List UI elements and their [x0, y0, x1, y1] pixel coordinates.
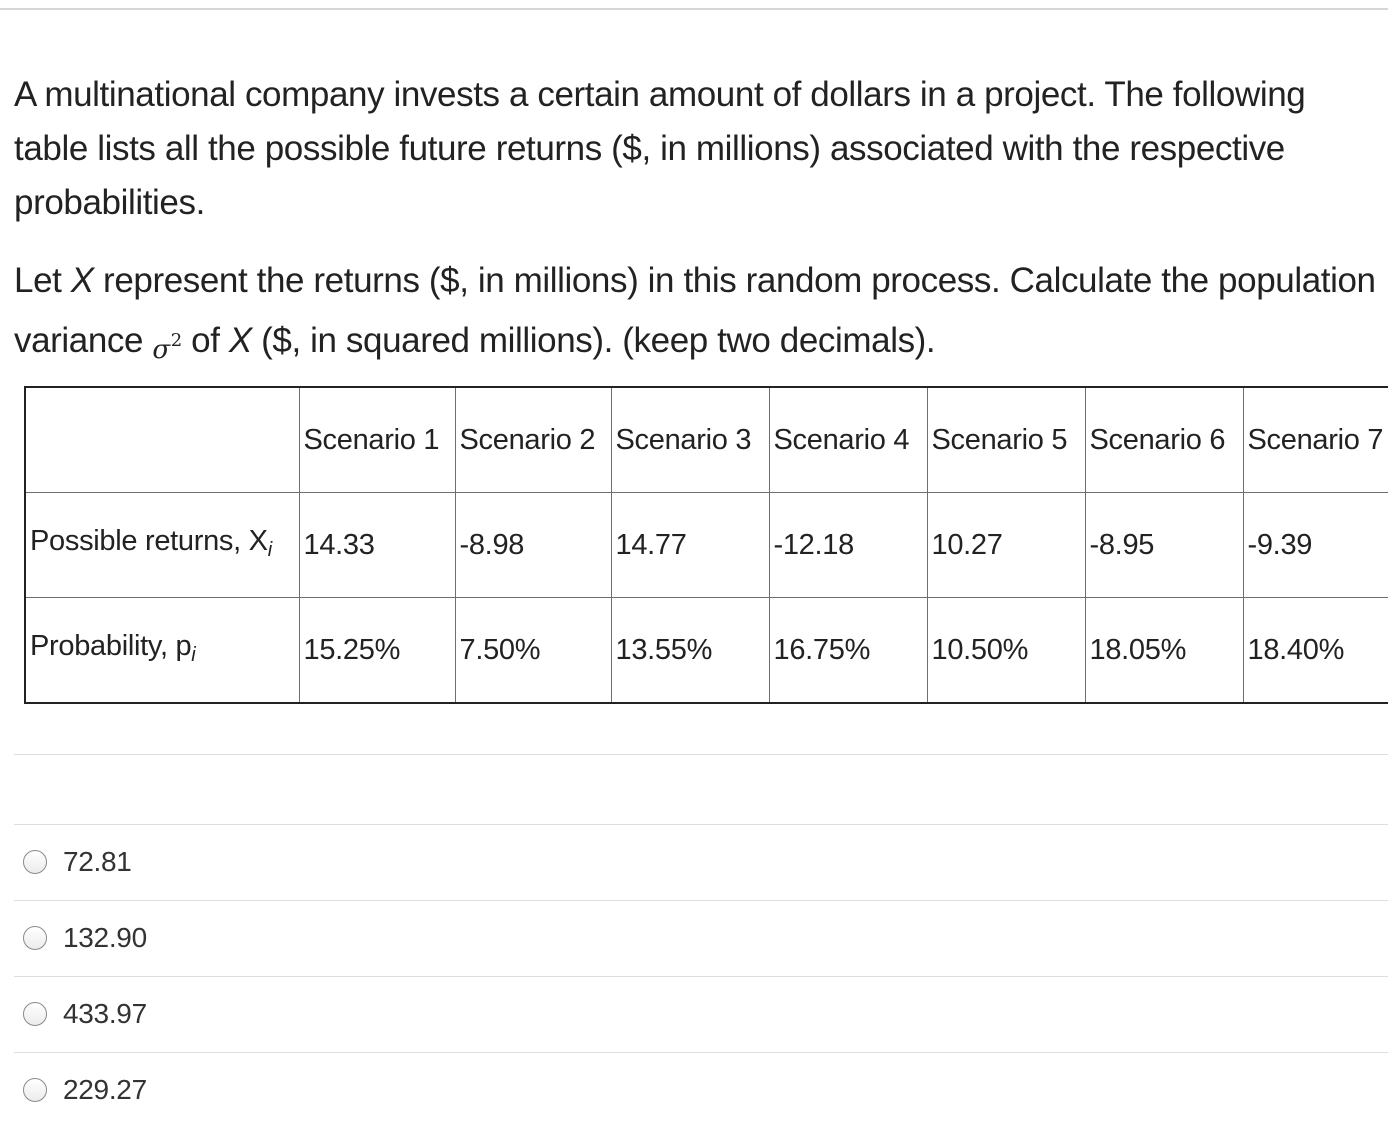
table-cell: 7.50% [454, 597, 612, 704]
table-cell: -9.39 [1242, 492, 1388, 598]
header-cell: Scenario 2 [454, 386, 612, 493]
header-cell: Scenario 1 [298, 386, 456, 493]
header-cell: Scenario 4 [768, 386, 928, 493]
answer-option-label: 72.81 [63, 846, 132, 877]
radio-button[interactable] [23, 1002, 47, 1026]
header-cell: Scenario 6 [1084, 386, 1244, 493]
sigma-symbol: σ2 [152, 330, 182, 365]
answer-option-label: 433.97 [63, 998, 147, 1029]
header-cell-blank [24, 386, 300, 493]
divider [14, 900, 1388, 901]
answer-option-3[interactable]: 433.97 [14, 977, 1388, 1051]
divider [14, 976, 1388, 977]
row-label-returns: Possible returns, Xi [24, 492, 300, 598]
header-cell: Scenario 7 [1242, 386, 1388, 493]
table-row-returns: Possible returns, Xi 14.33 -8.98 14.77 -… [24, 492, 1388, 598]
top-divider [0, 8, 1388, 10]
answer-option-2[interactable]: 132.90 [14, 901, 1388, 975]
answer-option-4[interactable]: 229.27 [14, 1053, 1388, 1127]
table-cell: 15.25% [298, 597, 456, 704]
header-cell: Scenario 5 [926, 386, 1086, 493]
table-cell: 14.77 [610, 492, 770, 598]
table-cell: 16.75% [768, 597, 928, 704]
divider [14, 1052, 1388, 1053]
question-paragraph-1: A multinational company invests a certai… [14, 75, 1306, 222]
header-cell: Scenario 3 [610, 386, 770, 493]
answer-option-label: 229.27 [63, 1074, 147, 1105]
radio-button[interactable] [23, 850, 47, 874]
table-cell: -12.18 [768, 492, 928, 598]
divider [14, 754, 1388, 755]
answer-option-label: 132.90 [63, 922, 147, 953]
question-paragraph-2: Let X represent the returns ($, in milli… [14, 261, 1376, 365]
divider [14, 824, 1388, 825]
answer-option-1[interactable]: 72.81 [14, 825, 1388, 899]
table-cell: 13.55% [610, 597, 770, 704]
radio-button[interactable] [23, 926, 47, 950]
returns-table: Scenario 1 Scenario 2 Scenario 3 Scenari… [24, 386, 1388, 706]
table-cell: 18.40% [1242, 597, 1388, 704]
radio-button[interactable] [23, 1078, 47, 1102]
row-label-probability: Probability, pi [24, 597, 300, 704]
table-header-row: Scenario 1 Scenario 2 Scenario 3 Scenari… [24, 386, 1388, 493]
table-cell: 10.50% [926, 597, 1086, 704]
table-row-probability: Probability, pi 15.25% 7.50% 13.55% 16.7… [24, 597, 1388, 704]
table-cell: 18.05% [1084, 597, 1244, 704]
table-cell: 10.27 [926, 492, 1086, 598]
table-cell: -8.98 [454, 492, 612, 598]
table-cell: -8.95 [1084, 492, 1244, 598]
table-cell: 14.33 [298, 492, 456, 598]
